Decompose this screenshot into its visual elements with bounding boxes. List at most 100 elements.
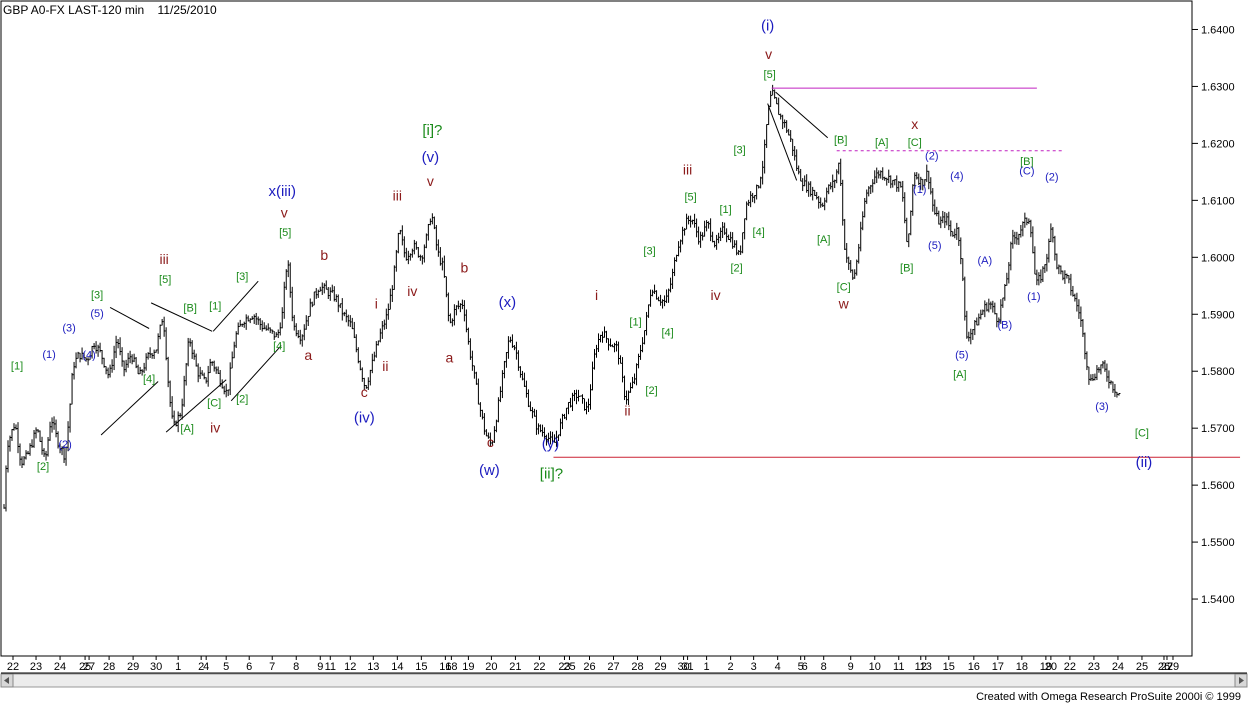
trendline	[767, 103, 798, 181]
arrow-right-icon	[1239, 677, 1244, 684]
y-tick-label: 1.6300	[1201, 81, 1235, 93]
wave-label: (5)	[90, 308, 103, 320]
wave-label: w	[838, 296, 850, 312]
y-tick-label: 1.6100	[1201, 195, 1235, 207]
wave-label: a	[304, 347, 312, 363]
x-tick-label: 10	[869, 661, 881, 673]
x-tick-label: 19	[462, 661, 474, 673]
wave-label: iii	[683, 162, 692, 178]
x-tick-label: 15	[943, 661, 955, 673]
x-tick-label: 24	[1112, 661, 1124, 673]
wave-label: (C)	[1019, 166, 1034, 178]
x-tick-label: 17	[992, 661, 1004, 673]
x-tick-label: 1	[704, 661, 710, 673]
x-tick-label: 23	[30, 661, 42, 673]
x-tick-label: 30	[677, 661, 689, 673]
x-tick-label: 20	[1045, 661, 1057, 673]
x-tick-label: 15	[415, 661, 427, 673]
wave-label: [1]	[629, 317, 641, 329]
wave-label: b	[320, 247, 328, 263]
wave-label: [C]	[207, 398, 221, 410]
wave-label: (i)	[761, 18, 774, 35]
x-tick-label: 27	[1161, 661, 1173, 673]
y-tick-label: 1.5700	[1201, 423, 1235, 435]
trendline	[212, 280, 259, 332]
x-tick-label: 29	[1167, 661, 1179, 673]
wave-label: (ii)	[1136, 454, 1153, 471]
x-tick-label: 23	[558, 661, 570, 673]
trendline	[775, 91, 829, 139]
x-tick-label: 16	[439, 661, 451, 673]
x-tick-label: 24	[54, 661, 66, 673]
wave-label: [4]	[661, 327, 673, 339]
wave-label: v	[281, 204, 288, 220]
x-tick-label: 21	[509, 661, 521, 673]
x-tick-label: 5	[798, 661, 804, 673]
x-tick-label: 1	[175, 661, 181, 673]
y-tick-label: 1.6000	[1201, 252, 1235, 264]
wave-label: [B]	[900, 263, 913, 275]
wave-label: x(iii)	[268, 183, 296, 200]
wave-label: (3)	[62, 322, 75, 334]
wave-label: [C]	[1135, 428, 1149, 440]
y-tick-label: 1.5600	[1201, 480, 1235, 492]
x-tick-label: 22	[1064, 661, 1076, 673]
wave-label: [2]	[645, 385, 657, 397]
wave-label: iv	[711, 287, 721, 303]
wave-label: (B)	[998, 320, 1013, 332]
wave-label: [C]	[908, 137, 922, 149]
wave-label: iii	[159, 251, 168, 267]
wave-label: i	[595, 287, 598, 303]
x-tick-label: 30	[150, 661, 162, 673]
wave-label: x	[911, 116, 918, 132]
x-tick-label: 29	[654, 661, 666, 673]
wave-label: [A]	[875, 137, 888, 149]
x-tick-label: 5	[223, 661, 229, 673]
wave-label: [5]	[764, 69, 776, 81]
wave-label: [i]?	[422, 122, 442, 139]
wave-label: a	[445, 350, 453, 366]
wave-label: (5)	[955, 350, 968, 362]
x-tick-label: 22	[533, 661, 545, 673]
trendline	[100, 381, 159, 436]
x-tick-label: 18	[445, 661, 457, 673]
wave-label: ii	[624, 403, 630, 419]
wave-label: (2)	[58, 439, 71, 451]
wave-label: (v)	[422, 149, 440, 166]
wave-label: (4)	[950, 170, 963, 182]
scrollbar-track[interactable]	[0, 673, 1248, 688]
x-tick-label: 8	[821, 661, 827, 673]
x-tick-label: 9	[848, 661, 854, 673]
trendline	[109, 306, 150, 329]
x-tick-label: 11	[325, 661, 336, 673]
x-tick-label: 31	[681, 661, 693, 673]
x-tick-label: 2	[728, 661, 734, 673]
wave-label: (iv)	[354, 409, 375, 426]
wave-label: (5)	[928, 240, 941, 252]
x-tick-label: 9	[317, 661, 323, 673]
x-tick-label: 18	[1016, 661, 1028, 673]
wave-label: [B]	[183, 302, 196, 314]
wave-label: (x)	[499, 294, 517, 311]
x-tick-label: 20	[485, 661, 497, 673]
wave-label: [4]	[753, 227, 765, 239]
wave-label: (2)	[925, 150, 938, 162]
x-tick-label: 13	[920, 661, 932, 673]
y-tick-label: 1.6200	[1201, 138, 1235, 150]
wave-label: [A]	[953, 369, 966, 381]
wave-label: [B]	[1020, 156, 1033, 168]
wave-label: [3]	[236, 271, 248, 283]
wave-label: iv	[407, 283, 417, 299]
x-tick-label: 25	[563, 661, 575, 673]
wave-label: v	[765, 46, 772, 62]
x-tick-label: 11	[893, 661, 904, 673]
x-tick-label: 12	[344, 661, 356, 673]
wave-label: [5]	[684, 191, 696, 203]
wave-label: [2]	[731, 263, 743, 275]
wave-label: [2]	[37, 461, 49, 473]
x-tick-label: 28	[103, 661, 115, 673]
wave-label: [B]	[834, 134, 847, 146]
trendline	[230, 345, 282, 402]
